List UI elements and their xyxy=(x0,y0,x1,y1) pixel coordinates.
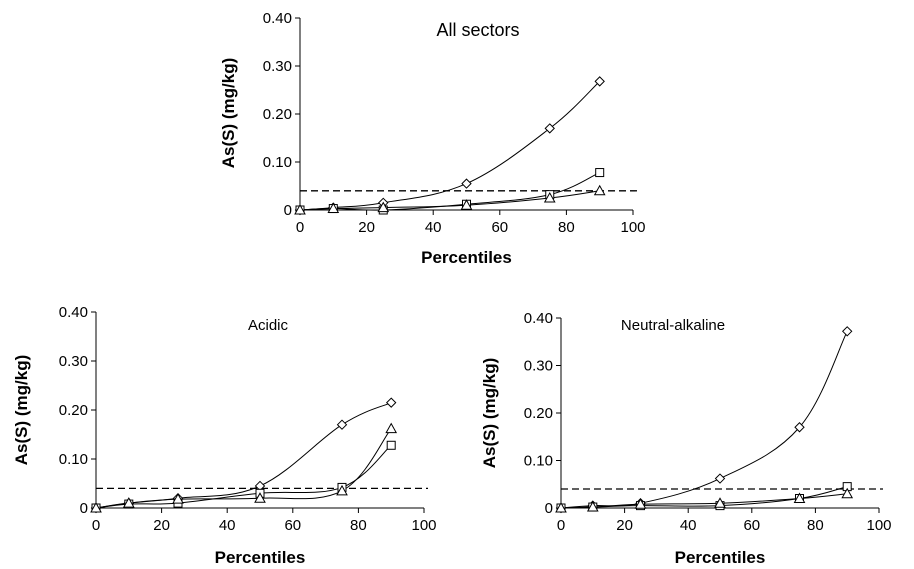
chart-0-xtick-label-1: 20 xyxy=(358,219,375,236)
chart-1-x-axis-label: Percentiles xyxy=(215,548,306,567)
chart-2-ytick-label-1: 0.10 xyxy=(524,453,553,470)
chart-1-series-2-line xyxy=(95,428,392,509)
chart-1-series-2-point-3 xyxy=(254,492,266,503)
chart-2-series-1-line xyxy=(560,486,848,509)
chart-2-ytick-label-0: 0 xyxy=(545,500,553,517)
chart-0-series-2-point-5 xyxy=(593,184,606,196)
chart-0-series-0-point-5 xyxy=(594,76,605,87)
chart-1-ytick-label-3: 0.30 xyxy=(59,353,88,370)
chart-1-xtick-label-1: 20 xyxy=(153,517,170,534)
chart-2-series-2-point-0 xyxy=(555,501,567,513)
chart-0-ytick-label-0: 0 xyxy=(284,202,292,219)
chart-0-xtick-label-5: 100 xyxy=(620,219,645,236)
chart-2-y-axis-label: As(S) (mg/kg) xyxy=(480,358,499,469)
chart-1-xtick-label-5: 100 xyxy=(411,517,436,534)
chart-0-y-axis-label: As(S) (mg/kg) xyxy=(219,58,238,169)
chart-1-ytick-label-1: 0.10 xyxy=(59,451,88,468)
chart-2-ytick-label-4: 0.40 xyxy=(524,310,553,327)
chart-1-ytick-label-0: 0 xyxy=(80,500,88,517)
chart-1-series-2-point-2 xyxy=(172,493,184,504)
chart-1-xtick-label-0: 0 xyxy=(92,517,100,534)
chart-2-xtick-label-4: 80 xyxy=(807,517,824,534)
chart-2-ytick-label-2: 0.20 xyxy=(524,405,553,422)
chart-1-ytick-label-4: 0.40 xyxy=(59,304,88,321)
chart-1-series-0-point-4 xyxy=(336,419,348,430)
chart-1: 0 0.10 0.20 0.30 0.40 0 20 40 60 80 100 Acidic Perce… xyxy=(12,304,437,567)
chart-0-xtick-label-2: 40 xyxy=(425,219,442,236)
chart-0-xtick-label-4: 80 xyxy=(558,219,575,236)
chart-0-x-axis-label: Percentiles xyxy=(421,248,512,267)
chart-1-xtick-label-3: 60 xyxy=(284,517,301,534)
chart-0-series-0-point-3 xyxy=(461,178,472,189)
chart-0-series-2-point-2 xyxy=(377,201,390,213)
chart-0-xtick-label-0: 0 xyxy=(296,219,304,236)
chart-0-title: All sectors xyxy=(436,20,519,40)
chart-1-y-axis-label: As(S) (mg/kg) xyxy=(12,355,31,466)
chart-1-series-2-point-1 xyxy=(122,497,135,508)
chart-1-series-1-point-5 xyxy=(386,440,396,450)
chart-0: 0 0.10 0.20 0.30 0.40 0 20 40 60 80 100 All sectors… xyxy=(219,10,646,267)
chart-1-series-2-point-4 xyxy=(336,484,348,496)
chart-2-xtick-label-5: 100 xyxy=(866,517,891,534)
chart-2-series-2-point-1 xyxy=(586,501,599,512)
chart-2-xtick-label-2: 40 xyxy=(680,517,697,534)
chart-2-x-axis-label: Percentiles xyxy=(675,548,766,567)
chart-2-series-2-point-2 xyxy=(634,498,647,509)
chart-2-series-0-point-3 xyxy=(714,473,726,484)
chart-2-xtick-label-0: 0 xyxy=(557,517,565,534)
chart-1-series-2-point-5 xyxy=(385,422,398,434)
chart-2-series-2-point-3 xyxy=(714,497,726,508)
chart-2-series-0-point-5 xyxy=(841,326,853,337)
chart-0-series-2-point-3 xyxy=(460,199,473,210)
chart-2-xtick-label-3: 60 xyxy=(743,517,760,534)
chart-0-ytick-label-3: 0.30 xyxy=(263,58,292,75)
chart-1-series-2-point-0 xyxy=(90,501,102,513)
chart-2-series-2-point-4 xyxy=(793,492,806,503)
chart-1-xtick-label-4: 80 xyxy=(350,517,367,534)
chart-1-series-0-point-5 xyxy=(385,397,397,408)
chart-1-xtick-label-2: 40 xyxy=(219,517,236,534)
chart-0-series-2-point-4 xyxy=(543,191,556,203)
chart-2-series-0-point-4 xyxy=(794,422,805,433)
chart-2-ytick-label-3: 0.30 xyxy=(524,358,553,375)
chart-1-series-0-line xyxy=(95,402,392,509)
chart-1-ytick-label-2: 0.20 xyxy=(59,402,88,419)
chart-0-ytick-label-4: 0.40 xyxy=(263,10,292,27)
chart-0-ytick-label-1: 0.10 xyxy=(263,154,292,171)
chart-2-series-0-line xyxy=(560,331,848,509)
chart-0-series-0-point-4 xyxy=(544,123,555,134)
chart-0-series-2-point-0 xyxy=(294,203,306,215)
chart-2-title: Neutral-alkaline xyxy=(621,317,725,334)
chart-2-series-2-point-5 xyxy=(841,487,854,499)
chart-0-ytick-label-2: 0.20 xyxy=(263,106,292,123)
chart-0-series-1-point-5 xyxy=(595,168,605,178)
chart-0-series-2-point-1 xyxy=(327,202,340,214)
chart-0-xtick-label-3: 60 xyxy=(491,219,508,236)
chart-2-xtick-label-1: 20 xyxy=(616,517,633,534)
chart-2: 0 0.10 0.20 0.30 0.40 0 20 40 60 80 100 Neutral-alk… xyxy=(480,310,892,567)
chart-1-title: Acidic xyxy=(248,317,289,334)
